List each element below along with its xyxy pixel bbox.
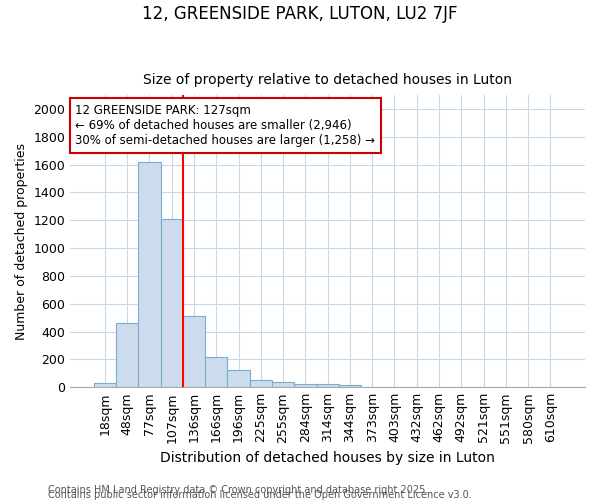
Text: Contains HM Land Registry data © Crown copyright and database right 2025.: Contains HM Land Registry data © Crown c… bbox=[48, 485, 428, 495]
Bar bbox=[116, 323, 138, 387]
Bar bbox=[294, 384, 317, 387]
X-axis label: Distribution of detached houses by size in Luton: Distribution of detached houses by size … bbox=[160, 451, 495, 465]
Text: 12, GREENSIDE PARK, LUTON, LU2 7JF: 12, GREENSIDE PARK, LUTON, LU2 7JF bbox=[142, 5, 458, 23]
Text: 12 GREENSIDE PARK: 127sqm
← 69% of detached houses are smaller (2,946)
30% of se: 12 GREENSIDE PARK: 127sqm ← 69% of detac… bbox=[76, 104, 376, 147]
Bar bbox=[250, 380, 272, 387]
Bar bbox=[94, 383, 116, 387]
Bar bbox=[138, 162, 161, 387]
Bar bbox=[339, 385, 361, 387]
Bar bbox=[272, 382, 294, 387]
Bar bbox=[317, 384, 339, 387]
Bar bbox=[205, 356, 227, 387]
Y-axis label: Number of detached properties: Number of detached properties bbox=[15, 142, 28, 340]
Bar bbox=[183, 316, 205, 387]
Bar bbox=[227, 370, 250, 387]
Text: Contains public sector information licensed under the Open Government Licence v3: Contains public sector information licen… bbox=[48, 490, 472, 500]
Bar bbox=[161, 219, 183, 387]
Title: Size of property relative to detached houses in Luton: Size of property relative to detached ho… bbox=[143, 73, 512, 87]
